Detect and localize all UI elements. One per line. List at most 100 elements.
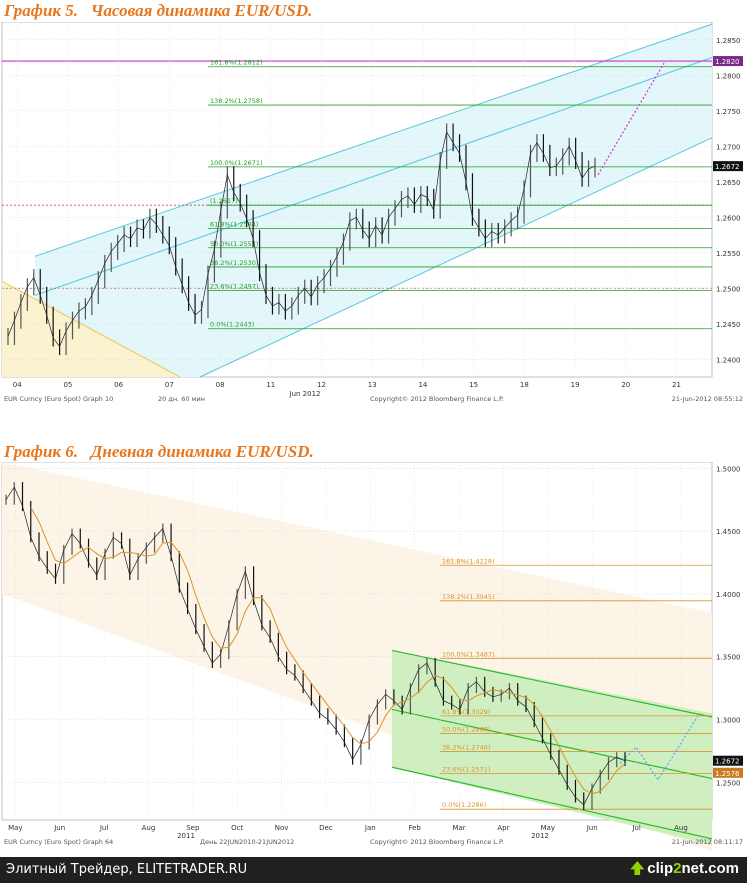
fib-level-label: 138.2%(1.2758) xyxy=(210,97,263,105)
price-line xyxy=(7,131,596,348)
chart2-title: График 6. Дневная динамика EUR/USD. xyxy=(4,442,314,461)
x-tick-label: May xyxy=(541,824,555,832)
y-tick-label: 1.2400 xyxy=(716,356,741,364)
x-tick-label: May xyxy=(8,824,22,832)
y-tick-label: 1.3500 xyxy=(716,654,741,662)
x-tick-label: Aug xyxy=(142,824,156,832)
daily-chart: 1.2500 1.3000 1.3500 1.4000 1.4500 1.5000 May J… xyxy=(1,462,743,852)
channel-upper-line xyxy=(34,23,713,257)
y-tick-label: 1.2750 xyxy=(716,108,741,116)
fib-level-label: 61.8%(1.3029) xyxy=(442,708,490,716)
fib-level-label: 50.0%(1.2888) xyxy=(442,726,490,734)
hourly-chart: 1.2400 1.2450 1.2500 1.2550 1.2600 1.2650 1.27… xyxy=(1,22,743,403)
x-tick-label: Feb xyxy=(408,824,421,832)
x-tick-label: Jun xyxy=(586,824,598,832)
fib-level-label: 23.6%(1.2497) xyxy=(210,282,258,290)
fib-level-label: 23.6%(1.2571) xyxy=(442,765,490,773)
channel-lower-line xyxy=(199,137,713,378)
x-tick-label: 06 xyxy=(114,381,123,389)
x-tick-label: 08 xyxy=(216,381,225,389)
y-tick-label: 1.2800 xyxy=(716,72,741,80)
fib-level-label: 38.2%(1.2746) xyxy=(442,743,490,751)
chart-period-label: 20 дн. 60 мин xyxy=(158,395,205,403)
fib-level-label: 100.0%(1.2671) xyxy=(210,159,263,167)
x-tick-label: 05 xyxy=(63,381,72,389)
fib-level-label: 100.0%(1.3487) xyxy=(442,650,495,658)
green-channel-mid xyxy=(391,708,713,780)
pink-level-tag xyxy=(713,56,743,67)
x-tick-label: Apr xyxy=(497,824,509,832)
x-tick-label: 12 xyxy=(317,381,326,389)
chart-period-label: День 22JUN2010-21JUN2012 xyxy=(200,838,294,846)
fib-level-label: (1.2617) xyxy=(210,197,238,205)
last-price-tag xyxy=(713,161,743,172)
x-tick-label: Aug xyxy=(674,824,688,832)
yellow-trend-line xyxy=(1,280,181,378)
y-tick-label: 1.2450 xyxy=(716,321,741,329)
x-tick-label: Jul xyxy=(99,824,109,832)
footer-caption: Элитный Трейдер, ELITETRADER.RU xyxy=(6,862,248,877)
clip2net-logo[interactable]: clip2net.com xyxy=(630,860,739,877)
x-tick-label: 21 xyxy=(672,381,681,389)
x-tick-label: 19 xyxy=(571,381,580,389)
x-tick-label: Jul xyxy=(631,824,641,832)
second-price-label: 1.2576 xyxy=(715,770,740,778)
y-tick-label: 1.2650 xyxy=(716,179,741,187)
chart-source-label: EUR Curncy (Euro Spot) Graph 64 xyxy=(4,838,113,846)
y-tick-label: 1.2550 xyxy=(716,250,741,258)
last-price-label: 1.2672 xyxy=(715,163,740,171)
x-tick-label: Mar xyxy=(452,824,465,832)
green-channel-upper xyxy=(391,649,713,718)
chart-copyright-label: Copyright© 2012 Bloomberg Finance L.P. xyxy=(370,838,504,846)
x-tick-label: 14 xyxy=(418,381,427,389)
fib-level-label: 0.0%(1.2443) xyxy=(210,321,254,329)
fib-level-label: 61.8%(1.2584) xyxy=(210,221,258,229)
price-line xyxy=(5,486,626,806)
x-tick-label: 07 xyxy=(165,381,174,389)
y-tick-label: 1.2500 xyxy=(716,285,741,293)
fib-level-label: 38.2%(1.2530) xyxy=(210,259,258,267)
x-tick-label: Jun xyxy=(53,824,65,832)
chart-source-label: EUR Curncy (Euro Spot) Graph 10 xyxy=(4,395,113,403)
x-tick-label: 18 xyxy=(520,381,529,389)
year-label: 2011 xyxy=(177,832,195,840)
year-label: 2012 xyxy=(531,832,549,840)
upload-arrow-icon xyxy=(630,861,645,875)
y-tick-label: 1.5000 xyxy=(716,465,741,473)
y-tick-label: 1.2850 xyxy=(716,37,741,45)
x-sub-label: Jun 2012 xyxy=(289,390,321,398)
x-tick-label: 20 xyxy=(621,381,630,389)
x-tick-label: Nov xyxy=(275,824,289,832)
y-tick-label: 1.2700 xyxy=(716,143,741,151)
chart-timestamp-label: 21-Jun-2012 08:11:17 xyxy=(672,838,743,846)
fib-level-label: 161.8%(1.4228) xyxy=(442,557,495,565)
moving-average-line xyxy=(30,507,626,795)
x-tick-label: 15 xyxy=(469,381,478,389)
pink-level-label: 1.2820 xyxy=(715,58,740,66)
green-channel-lower xyxy=(391,766,713,840)
last-price-label: 1.2672 xyxy=(715,758,740,766)
chart-timestamp-label: 21-Jun-2012 08:55:12 xyxy=(672,395,743,403)
fib-level-label: 138.2%(1.3945) xyxy=(442,593,495,601)
y-tick-label: 1.4000 xyxy=(716,591,741,599)
channel-fill xyxy=(35,24,712,377)
channel-mid-line xyxy=(34,57,713,296)
x-tick-label: Dec xyxy=(319,824,333,832)
fib-level-label: 50.0%(1.2557) xyxy=(210,240,258,248)
fib-level-label: 0.0%(1.2286) xyxy=(442,801,486,809)
forecast-path xyxy=(619,715,699,781)
footer-bar: Элитный Трейдер, ELITETRADER.RU clip2net… xyxy=(0,857,747,883)
x-tick-label: Sep xyxy=(186,824,200,832)
chart1-title: График 5. Часовая динамика EUR/USD. xyxy=(4,1,313,20)
x-tick-label: 11 xyxy=(266,381,275,389)
chart-copyright-label: Copyright© 2012 Bloomberg Finance L.P. xyxy=(370,395,504,403)
y-tick-label: 1.2600 xyxy=(716,214,741,222)
x-tick-label: Oct xyxy=(231,824,243,832)
x-tick-label: 13 xyxy=(368,381,377,389)
forecast-path xyxy=(597,62,665,175)
fib-level-label: 161.8%(1.2812) xyxy=(210,59,263,67)
y-tick-label: 1.2500 xyxy=(716,779,741,787)
y-tick-label: 1.4500 xyxy=(716,528,741,536)
x-tick-label: Jan xyxy=(364,824,376,832)
last-price-tag xyxy=(713,755,743,766)
